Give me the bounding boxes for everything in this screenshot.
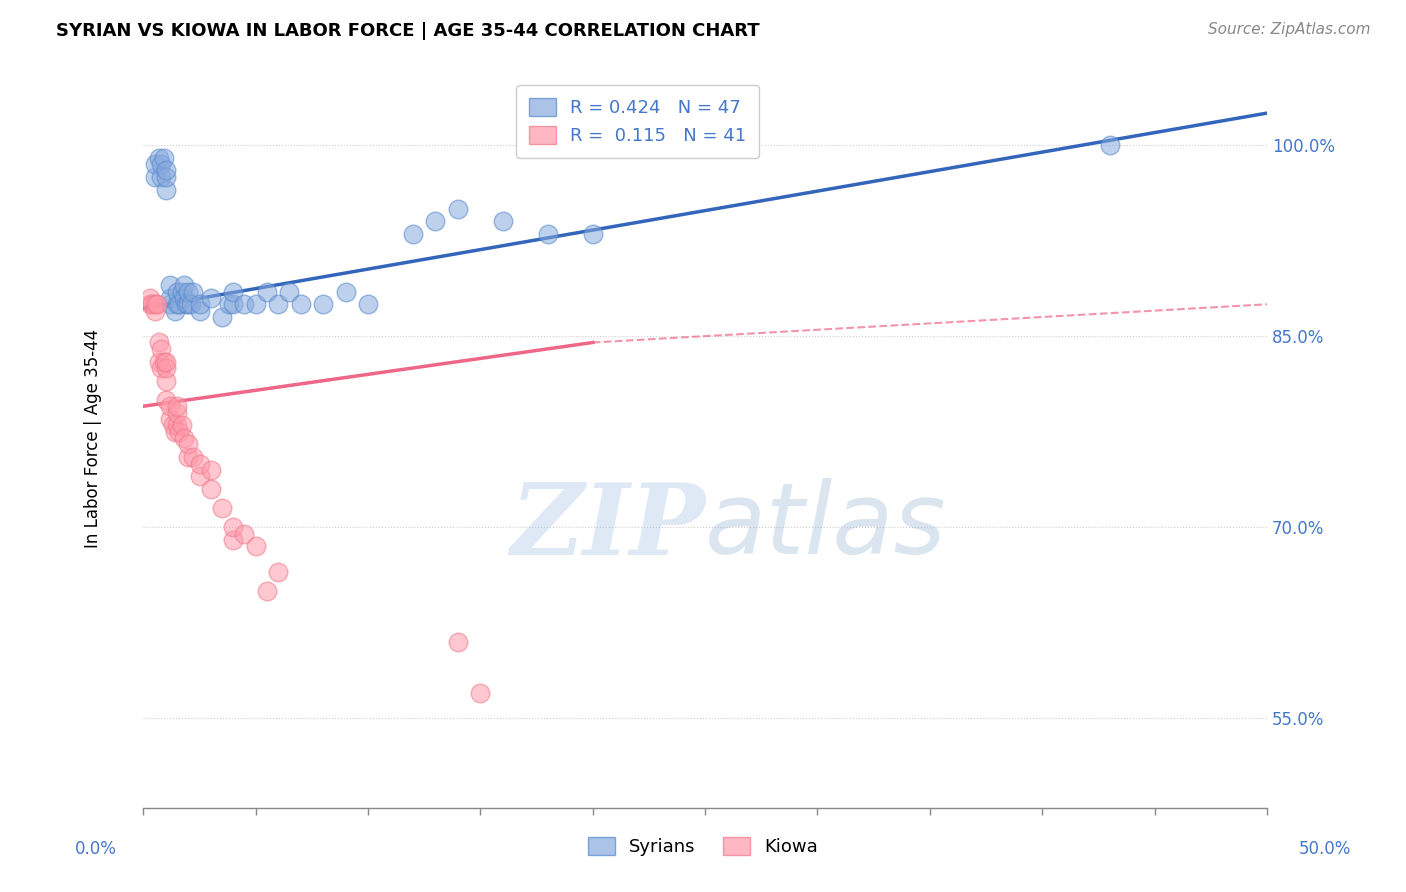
Point <box>152 354 174 368</box>
Point <box>222 297 245 311</box>
Point <box>177 297 200 311</box>
Point <box>148 354 170 368</box>
Point <box>425 214 447 228</box>
Point <box>166 418 188 433</box>
Point <box>256 584 278 599</box>
Point <box>143 297 166 311</box>
Point <box>200 291 222 305</box>
Point <box>170 285 193 299</box>
Point <box>169 425 191 439</box>
Point <box>143 303 166 318</box>
Point <box>222 533 245 547</box>
Point <box>166 297 188 311</box>
Point <box>447 202 470 216</box>
Point <box>256 285 278 299</box>
Point <box>141 297 163 311</box>
Point <box>537 227 560 242</box>
Point <box>222 520 245 534</box>
Point <box>245 297 267 311</box>
Point <box>582 227 605 242</box>
Point <box>278 285 301 299</box>
Point <box>155 361 177 376</box>
Point <box>155 163 177 178</box>
Point <box>163 303 186 318</box>
Point <box>159 399 181 413</box>
Legend: R = 0.424   N = 47, R =  0.115   N = 41: R = 0.424 N = 47, R = 0.115 N = 41 <box>516 85 759 158</box>
Point <box>177 285 200 299</box>
Point <box>267 297 290 311</box>
Point <box>181 285 204 299</box>
Legend: Syrians, Kiowa: Syrians, Kiowa <box>581 830 825 863</box>
Point <box>159 291 181 305</box>
Point <box>143 157 166 171</box>
Point <box>470 686 492 700</box>
Point <box>173 278 195 293</box>
Point <box>267 565 290 579</box>
Point <box>150 342 173 356</box>
Point <box>166 285 188 299</box>
Point <box>200 482 222 496</box>
Point <box>180 297 202 311</box>
Point <box>290 297 312 311</box>
Point <box>357 297 380 311</box>
Point <box>335 285 357 299</box>
Point <box>245 540 267 554</box>
Point <box>155 169 177 184</box>
Point <box>188 303 211 318</box>
Point <box>312 297 335 311</box>
Point <box>159 297 181 311</box>
Point <box>233 297 256 311</box>
Point <box>155 374 177 388</box>
Point <box>233 526 256 541</box>
Text: ZIP: ZIP <box>510 478 706 575</box>
Point <box>150 361 173 376</box>
Point <box>174 297 197 311</box>
Point <box>211 310 233 324</box>
Point <box>188 457 211 471</box>
Point <box>188 469 211 483</box>
Point <box>155 183 177 197</box>
Point <box>218 297 240 311</box>
Point <box>1098 138 1121 153</box>
Point <box>148 151 170 165</box>
Text: SYRIAN VS KIOWA IN LABOR FORCE | AGE 35-44 CORRELATION CHART: SYRIAN VS KIOWA IN LABOR FORCE | AGE 35-… <box>56 22 759 40</box>
Point <box>163 425 186 439</box>
Point <box>402 227 425 242</box>
Point <box>188 297 211 311</box>
Point <box>146 297 169 311</box>
Point <box>166 406 188 420</box>
Point <box>162 418 184 433</box>
Text: Source: ZipAtlas.com: Source: ZipAtlas.com <box>1208 22 1371 37</box>
Point <box>159 278 181 293</box>
Point <box>139 291 162 305</box>
Point <box>200 463 222 477</box>
Point <box>148 335 170 350</box>
Text: 50.0%: 50.0% <box>1298 840 1351 858</box>
Point <box>177 437 200 451</box>
Point <box>150 157 173 171</box>
Text: 0.0%: 0.0% <box>75 840 117 858</box>
Point <box>181 450 204 465</box>
Point <box>177 450 200 465</box>
Point <box>152 151 174 165</box>
Point <box>169 297 191 311</box>
Point <box>166 399 188 413</box>
Text: In Labor Force | Age 35-44: In Labor Force | Age 35-44 <box>84 328 101 548</box>
Point <box>150 169 173 184</box>
Point <box>211 501 233 516</box>
Point <box>155 392 177 407</box>
Point <box>139 297 162 311</box>
Point <box>492 214 515 228</box>
Point <box>143 169 166 184</box>
Text: atlas: atlas <box>706 478 946 575</box>
Point <box>447 635 470 649</box>
Point <box>155 354 177 368</box>
Point <box>222 285 245 299</box>
Point <box>159 412 181 426</box>
Point <box>170 418 193 433</box>
Point <box>173 291 195 305</box>
Point <box>173 431 195 445</box>
